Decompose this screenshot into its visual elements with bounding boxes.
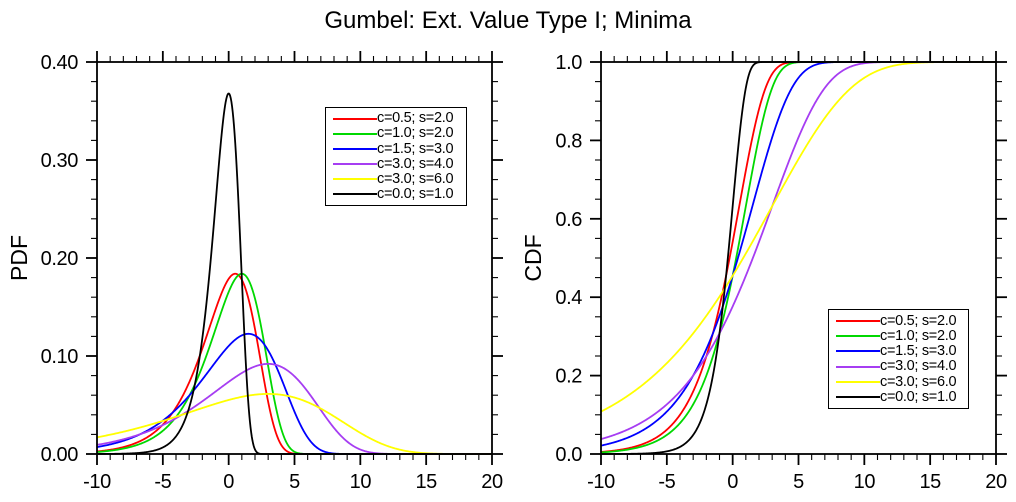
legend-item-label: c=1.5; s=3.0 [880,343,957,360]
legend-item: c=1.5; s=3.0 [333,141,464,156]
cdf-legend: c=0.5; s=2.0 c=1.0; s=2.0 c=1.5; s=3.0 c… [828,309,969,409]
svg-text:15: 15 [919,471,941,493]
svg-text:-10: -10 [587,471,615,493]
svg-text:0.0: 0.0 [555,444,582,466]
legend-item-label: c=3.0; s=6.0 [880,373,957,390]
legend-line-sample [836,335,880,338]
svg-text:20: 20 [985,471,1007,493]
pdf-curve-c-3.0-s-4.0 [97,362,492,455]
figure-title: Gumbel: Ext. Value Type I; Minima [324,7,692,34]
legend-item: c=0.0; s=1.0 [333,187,464,202]
legend-line-sample [836,365,880,368]
legend-item: c=1.0; s=2.0 [333,126,464,141]
legend-item-label: c=0.0; s=1.0 [880,388,957,405]
legend-item: c=3.0; s=4.0 [836,359,966,374]
legend-item-label: c=0.5; s=2.0 [880,312,957,329]
svg-text:0.10: 0.10 [41,346,79,368]
svg-text:0: 0 [727,471,738,493]
cdf-plot: -10 -5 0 5 10 15 20 0.0 0.2 0.4 0.6 0.8 1.0 [555,51,1007,493]
legend-line-sample [836,396,880,399]
pdf-curve-c-3.0-s-6.0 [97,393,492,455]
legend-item-label: c=1.0; s=2.0 [377,125,454,142]
legend-item-label: c=3.0; s=4.0 [880,358,957,375]
legend-item: c=3.0; s=4.0 [333,157,464,172]
legend-line-sample [836,319,880,322]
legend-line-sample [836,350,880,353]
legend-item: c=1.5; s=3.0 [836,344,966,359]
cdf-y-axis-title: CDF [520,234,546,282]
legend-line-sample [333,178,377,181]
legend-line-sample [333,163,377,166]
svg-text:0.30: 0.30 [41,150,79,172]
svg-text:5: 5 [793,471,804,493]
svg-text:0.20: 0.20 [41,248,79,270]
legend-line-sample [333,193,377,196]
legend-item-label: c=3.0; s=4.0 [377,155,454,172]
svg-text:0.6: 0.6 [555,209,582,231]
pdf-curve-c-1.0-s-2.0 [97,272,492,455]
legend-item-label: c=1.5; s=3.0 [377,140,454,157]
svg-text:10: 10 [350,471,372,493]
legend-item: c=0.5; s=2.0 [836,313,966,328]
legend-item-label: c=3.0; s=6.0 [377,171,454,187]
svg-text:0.2: 0.2 [555,366,582,388]
legend-item: c=0.5; s=2.0 [333,111,464,126]
svg-text:-10: -10 [83,471,111,493]
pdf-curve-c-0.5-s-2.0 [97,272,492,455]
svg-text:0.00: 0.00 [41,444,79,466]
legend-item-label: c=0.5; s=2.0 [377,110,454,127]
pdf-y-axis-title: PDF [6,235,32,281]
pdf-plot: -10 -5 0 5 10 15 20 0.00 0.10 0.20 0.30 0.40 [41,51,503,493]
svg-text:0: 0 [223,471,234,493]
legend-line-sample [333,117,377,120]
svg-text:-5: -5 [658,471,675,493]
svg-text:0.40: 0.40 [41,52,79,74]
legend-item-label: c=1.0; s=2.0 [880,327,957,344]
svg-text:0.4: 0.4 [555,287,582,309]
svg-text:0.8: 0.8 [555,130,582,152]
legend-line-sample [836,380,880,383]
legend-item: c=3.0; s=6.0 [333,172,464,187]
legend-line-sample [333,132,377,135]
svg-text:10: 10 [854,471,876,493]
svg-text:-5: -5 [154,471,171,493]
legend-item-label: c=0.0; s=1.0 [377,186,454,203]
svg-text:15: 15 [415,471,437,493]
legend-item: c=1.0; s=2.0 [836,328,966,343]
legend-item: c=3.0; s=6.0 [836,374,966,389]
legend-item: c=0.0; s=1.0 [836,390,966,405]
pdf-legend: c=0.5; s=2.0 c=1.0; s=2.0 c=1.5; s=3.0 c… [325,107,467,206]
svg-text:5: 5 [289,471,300,493]
svg-text:20: 20 [481,471,503,493]
legend-line-sample [333,147,377,150]
svg-text:1.0: 1.0 [555,52,582,74]
